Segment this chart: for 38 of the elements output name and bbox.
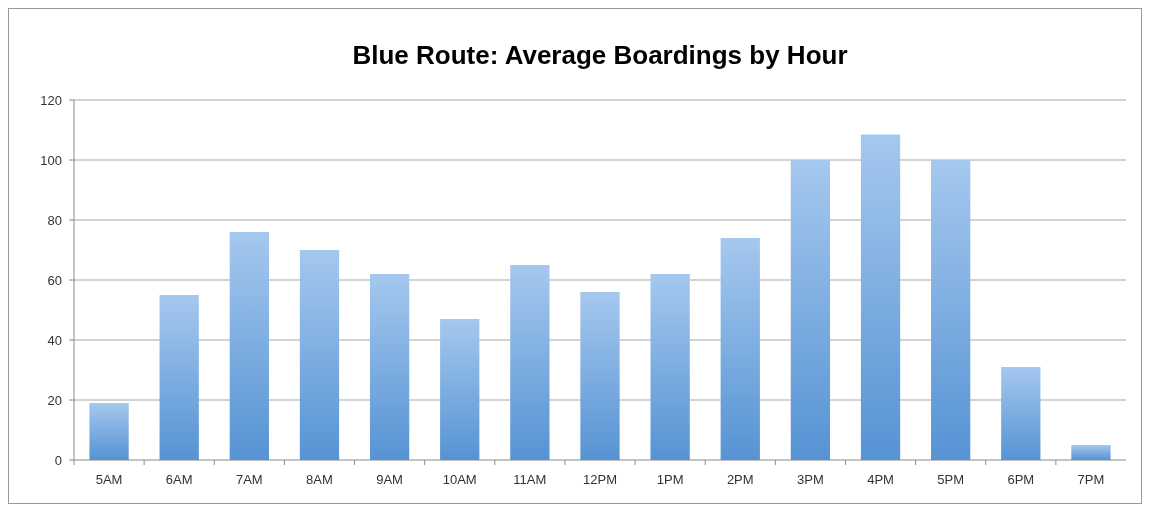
y-tick-label: 0 <box>54 452 62 468</box>
y-tick-label: 40 <box>47 332 62 348</box>
x-tick-label: 5AM <box>95 472 123 487</box>
y-tick-label: 80 <box>47 212 62 228</box>
x-tick-label: 11AM <box>513 472 547 487</box>
bar <box>159 295 199 460</box>
bar <box>89 403 129 460</box>
y-tick-label: 20 <box>47 392 62 408</box>
bar <box>369 274 410 460</box>
bar <box>440 319 480 460</box>
x-tick-label: 9AM <box>376 472 403 487</box>
x-tick-label: 5PM <box>937 472 965 487</box>
bar <box>229 232 269 460</box>
x-tick-label: 12PM <box>583 472 617 487</box>
x-tick-label: 4PM <box>867 472 894 487</box>
x-tick-label: 8AM <box>306 472 333 487</box>
x-tick-label: 6PM <box>1007 472 1035 487</box>
x-tick-label: 6AM <box>165 472 193 487</box>
x-tick-label: 2PM <box>726 472 754 487</box>
x-tick-label: 7PM <box>1077 472 1105 487</box>
x-tick-label: 1PM <box>656 472 684 487</box>
bar <box>650 274 690 460</box>
bar <box>1001 367 1041 460</box>
x-tick-label: 3PM <box>797 472 824 487</box>
bar <box>720 238 760 460</box>
y-tick-label: 100 <box>40 152 62 168</box>
bar <box>299 250 340 460</box>
bar <box>580 292 620 460</box>
bar <box>790 160 831 460</box>
x-tick-label: 10AM <box>442 472 477 487</box>
y-tick-label: 120 <box>40 92 62 108</box>
bar <box>860 134 901 460</box>
bar <box>1071 445 1111 460</box>
chart-title: Blue Route: Average Boardings by Hour <box>352 40 848 70</box>
bar <box>931 160 971 460</box>
y-tick-label: 60 <box>47 272 62 288</box>
x-tick-label: 7AM <box>235 472 263 487</box>
bar <box>510 265 550 460</box>
